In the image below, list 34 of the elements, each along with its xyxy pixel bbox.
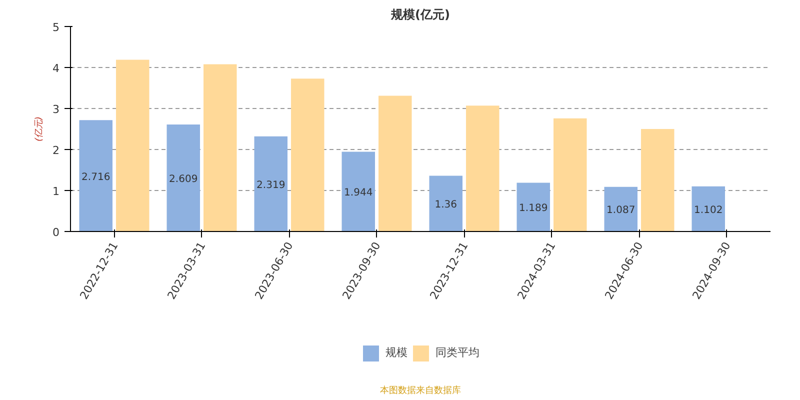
- bar: [554, 118, 587, 232]
- bar: [254, 136, 288, 232]
- bar: [429, 176, 462, 232]
- data-label: 1.087: [606, 205, 636, 216]
- bar: [378, 96, 412, 232]
- data-label: 1.944: [344, 188, 373, 199]
- text: 本图数据来自数据库: [380, 385, 461, 396]
- bar: [342, 152, 375, 232]
- y-tick-label: 5: [52, 21, 60, 34]
- bar: [604, 186, 638, 232]
- legend-label: 同类平均: [436, 345, 480, 360]
- legend-label: 规模: [386, 345, 408, 360]
- data-label: 1.102: [694, 204, 723, 216]
- bar: [116, 60, 150, 232]
- data-label: 2.716: [82, 172, 110, 183]
- y-axis-title: (亿元): [34, 116, 44, 142]
- y-tick-label: 4: [52, 62, 60, 75]
- bar: [291, 78, 324, 232]
- y-tick-label: 0: [52, 226, 60, 239]
- data-label: 1.189: [519, 203, 548, 214]
- y-tick-label: 2: [52, 144, 60, 157]
- bar: [204, 64, 237, 232]
- bar: [692, 186, 725, 232]
- data-label: 1.36: [434, 200, 458, 211]
- bar: [466, 106, 500, 232]
- y-tick-label: 3: [52, 103, 60, 116]
- bar: [166, 124, 200, 232]
- chart-title: 规模(亿元): [390, 8, 450, 22]
- bar: [79, 120, 112, 232]
- y-tick-label: 1: [52, 185, 60, 198]
- data-label: 2.609: [169, 174, 198, 186]
- bar: [641, 129, 674, 232]
- bar: [516, 182, 550, 232]
- data-label: 2.319: [256, 180, 286, 191]
